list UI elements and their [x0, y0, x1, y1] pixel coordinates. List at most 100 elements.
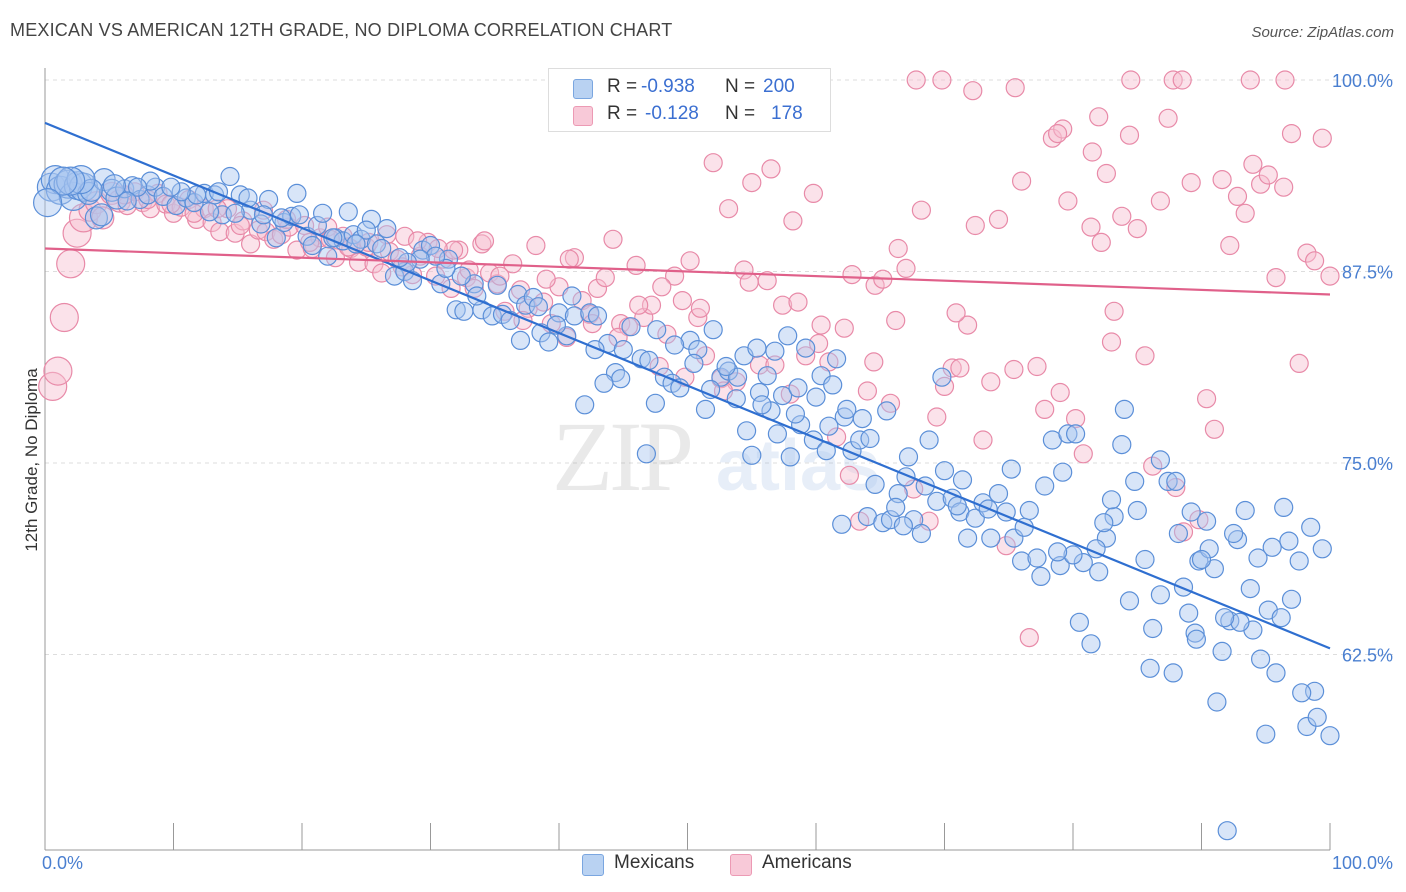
data-point — [1262, 537, 1282, 557]
data-point — [313, 203, 333, 223]
data-point — [839, 465, 860, 485]
data-point — [1275, 70, 1295, 90]
data-point — [549, 303, 569, 323]
data-point — [1035, 399, 1055, 419]
data-point — [1217, 821, 1237, 841]
data-point — [62, 218, 92, 248]
data-point — [629, 295, 649, 315]
data-point — [672, 291, 693, 311]
data-point — [819, 416, 839, 436]
data-point — [1031, 566, 1051, 587]
data-point — [1050, 382, 1070, 403]
data-point — [608, 327, 628, 347]
data-point — [1243, 154, 1263, 174]
data-point — [919, 430, 939, 450]
data-point — [289, 205, 309, 225]
data-point — [426, 246, 446, 266]
data-point — [451, 266, 471, 286]
data-point — [43, 356, 73, 386]
data-point — [1053, 462, 1073, 482]
data-point — [636, 444, 657, 464]
data-point — [594, 373, 614, 393]
data-point — [988, 484, 1009, 504]
data-point — [1089, 562, 1109, 582]
data-point — [259, 189, 279, 210]
y-tick-label: 75.0% — [1342, 454, 1393, 474]
data-point — [1250, 649, 1271, 669]
data-point — [680, 251, 700, 271]
data-point — [230, 215, 250, 236]
data-point — [1127, 219, 1147, 239]
data-point — [716, 356, 736, 377]
data-point — [1082, 142, 1102, 162]
data-point — [1256, 724, 1276, 744]
data-point — [778, 326, 798, 346]
data-point — [860, 428, 880, 449]
data-point — [1204, 559, 1225, 579]
data-point — [603, 229, 623, 249]
data-point — [981, 372, 1001, 392]
data-point — [711, 367, 731, 387]
data-point — [220, 166, 240, 187]
data-point — [772, 386, 793, 406]
data-point — [79, 178, 103, 202]
data-point — [199, 202, 220, 222]
data-point — [420, 235, 441, 256]
data-point — [877, 401, 897, 421]
data-point — [1289, 353, 1309, 373]
data-point — [657, 324, 677, 344]
data-point — [1181, 502, 1201, 522]
data-point — [1196, 511, 1217, 531]
data-point — [626, 255, 646, 275]
data-point — [690, 298, 711, 318]
data-point — [788, 292, 808, 312]
data-point — [564, 306, 585, 326]
data-point — [402, 271, 423, 291]
data-point — [1112, 435, 1132, 455]
data-point — [1150, 191, 1171, 211]
data-point — [772, 295, 793, 315]
data-point — [446, 300, 466, 320]
data-point — [1274, 497, 1294, 517]
data-point — [823, 375, 843, 395]
data-point — [1119, 591, 1140, 611]
data-point — [1312, 539, 1332, 559]
data-point — [1266, 268, 1286, 288]
data-point — [117, 191, 137, 211]
data-point — [372, 238, 392, 259]
data-point — [973, 430, 993, 450]
data-point — [988, 209, 1009, 229]
data-point — [865, 275, 885, 295]
data-point — [1065, 424, 1086, 444]
data-point — [49, 302, 79, 333]
data-point — [842, 265, 862, 285]
data-point — [1173, 577, 1194, 597]
data-point — [266, 228, 286, 248]
data-point — [1240, 578, 1260, 599]
data-point — [932, 367, 952, 387]
data-point — [911, 200, 932, 220]
legend-r-value: -0.938 — [641, 76, 695, 97]
legend-r-label: R = — [607, 76, 638, 97]
data-point — [472, 234, 492, 254]
data-point — [575, 395, 595, 415]
data-point — [1027, 548, 1047, 568]
data-point — [695, 399, 716, 419]
data-point — [487, 275, 507, 295]
data-point — [526, 235, 546, 256]
data-point — [803, 183, 824, 203]
data-point — [32, 188, 63, 218]
data-point — [742, 445, 762, 465]
legend-n-label: N = — [725, 103, 756, 124]
data-point — [1005, 78, 1025, 98]
data-point — [1185, 623, 1205, 643]
legend-label-americans: Americans — [762, 852, 852, 873]
data-point — [752, 395, 772, 415]
data-point — [1091, 232, 1111, 252]
data-point — [1101, 332, 1122, 352]
data-point — [957, 528, 978, 548]
data-point — [965, 508, 985, 528]
data-point — [1019, 500, 1039, 521]
data-point — [886, 497, 906, 517]
